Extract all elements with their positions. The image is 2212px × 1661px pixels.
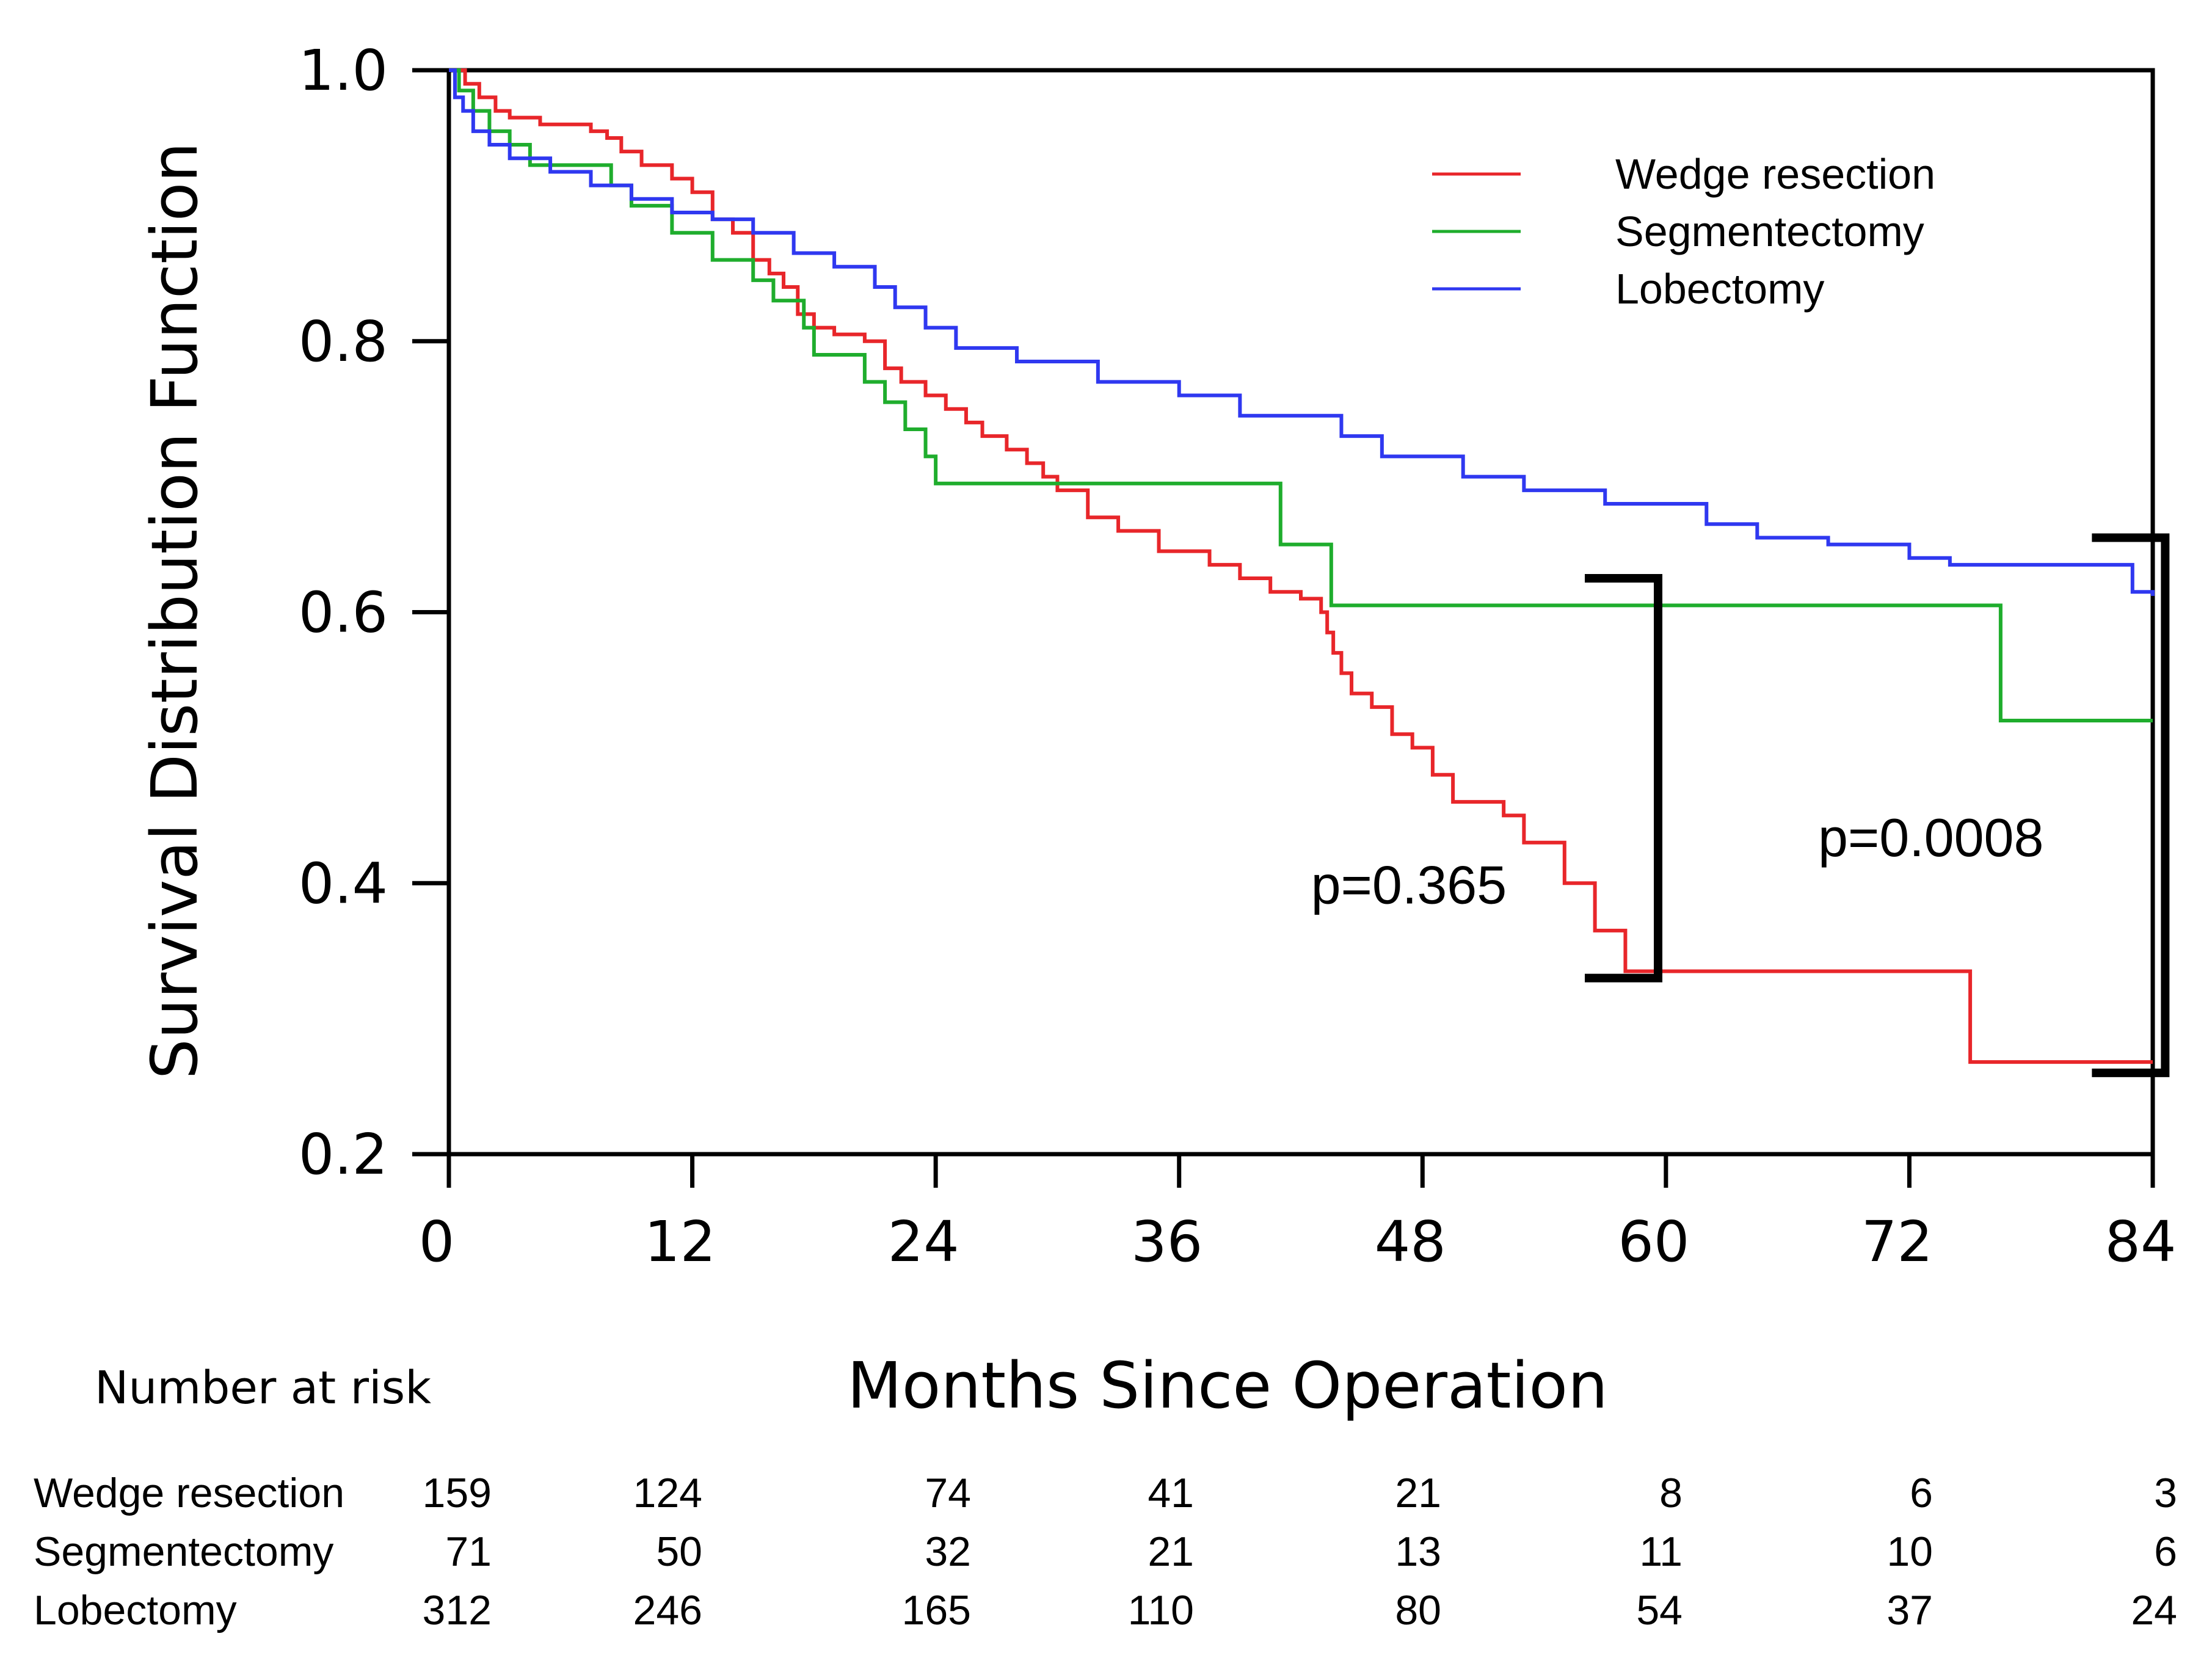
risk-count: 124	[633, 1470, 702, 1516]
risk-count: 11	[1639, 1528, 1683, 1575]
y-axis-ticks: 0.2 0.4 0.6 0.8 1.0	[299, 38, 449, 1187]
risk-table-title: Number at risk	[95, 1362, 431, 1414]
y-tick-label: 0.8	[299, 309, 388, 374]
x-tick-label: 84	[2105, 1209, 2176, 1274]
risk-count: 3	[2154, 1470, 2177, 1516]
legend-label: Lobectomy	[1615, 265, 1824, 313]
risk-count: 21	[1148, 1528, 1194, 1575]
x-tick-label: 60	[1618, 1209, 1689, 1274]
annotation-layer: p=0.365 p=0.0008	[1311, 533, 2170, 1077]
x-axis-title: Months Since Operation	[847, 1348, 1608, 1423]
risk-row-label: Lobectomy	[34, 1587, 237, 1634]
p-value-label: p=0.0008	[1818, 807, 2044, 868]
y-tick-label: 0.2	[299, 1122, 388, 1187]
x-tick-label: 0	[419, 1209, 455, 1274]
p-value-label: p=0.365	[1311, 855, 1507, 915]
risk-count: 246	[633, 1587, 702, 1634]
y-tick-label: 1.0	[299, 38, 388, 103]
risk-count: 41	[1148, 1470, 1194, 1516]
p-value-bracket	[2092, 533, 2170, 1077]
legend: Wedge resection Segmentectomy Lobectomy	[1432, 150, 1935, 313]
y-tick-label: 0.6	[299, 580, 388, 645]
risk-count: 312	[423, 1587, 492, 1634]
risk-count: 110	[1128, 1587, 1194, 1634]
y-axis-title: Survival Distribution Function	[137, 142, 212, 1080]
risk-table: Wedge resection 159 124 74 41 21 8 6 3 Segmentect…	[34, 1470, 2177, 1634]
x-tick-label: 24	[888, 1209, 959, 1274]
risk-count: 32	[925, 1528, 971, 1575]
risk-count: 13	[1395, 1528, 1441, 1575]
risk-count: 165	[902, 1587, 971, 1634]
series-layer	[449, 68, 2155, 1064]
risk-count: 37	[1886, 1587, 1933, 1634]
risk-row-label: Wedge resection	[34, 1470, 344, 1516]
risk-count: 71	[445, 1528, 492, 1575]
y-tick-label: 0.4	[299, 851, 388, 916]
x-tick-label: 72	[1861, 1209, 1933, 1274]
series-segmentectomy	[449, 68, 2153, 722]
x-tick-label: 36	[1131, 1209, 1202, 1274]
risk-count: 24	[2131, 1587, 2177, 1634]
risk-count: 8	[1659, 1470, 1683, 1516]
p-value-bracket	[1585, 574, 1662, 983]
risk-count: 54	[1636, 1587, 1683, 1634]
risk-row-label: Segmentectomy	[34, 1528, 333, 1575]
legend-label: Wedge resection	[1615, 150, 1935, 198]
series-wedge-resection	[449, 68, 2153, 1064]
x-axis-ticks: 0 12 24 36 48 60 72 84	[419, 1154, 2177, 1274]
risk-count: 159	[423, 1470, 492, 1516]
risk-count: 80	[1395, 1587, 1441, 1634]
risk-count: 50	[656, 1528, 702, 1575]
legend-label: Segmentectomy	[1615, 208, 1924, 255]
risk-count: 6	[2154, 1528, 2177, 1575]
series-lobectomy	[449, 68, 2155, 596]
risk-count: 74	[925, 1470, 971, 1516]
risk-count: 6	[1910, 1470, 1933, 1516]
x-tick-label: 48	[1375, 1209, 1446, 1274]
x-tick-label: 12	[644, 1209, 716, 1274]
risk-count: 10	[1886, 1528, 1933, 1575]
risk-count: 21	[1395, 1470, 1441, 1516]
